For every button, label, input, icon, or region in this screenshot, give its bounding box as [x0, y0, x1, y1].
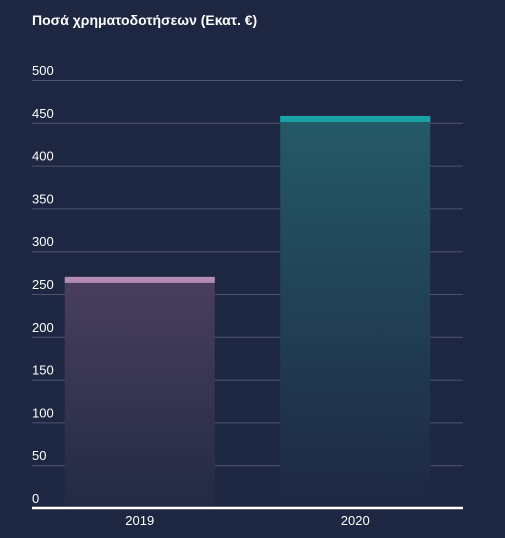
y-tick-label: 100: [32, 405, 54, 420]
y-tick-label: 250: [32, 277, 54, 292]
y-tick-label: 50: [32, 448, 46, 463]
y-tick-label: 300: [32, 234, 54, 249]
bar-cap-2020: [280, 115, 431, 122]
bar-2020: [280, 115, 431, 509]
chart-title: Ποσά χρηματοδοτήσεων (Εκατ. €): [32, 12, 258, 28]
y-tick-label: 400: [32, 149, 54, 164]
y-tick-label: 200: [32, 320, 54, 335]
bar-2019: [64, 276, 215, 508]
bar-cap-2019: [64, 276, 215, 283]
bars: [64, 115, 431, 509]
y-tick-label: 450: [32, 106, 54, 121]
y-tick-label: 150: [32, 363, 54, 378]
x-tick-label: 2020: [341, 513, 370, 528]
y-tick-label: 0: [32, 491, 39, 506]
y-tick-label: 350: [32, 191, 54, 206]
x-tick-label: 2019: [125, 513, 154, 528]
y-tick-label: 500: [32, 63, 54, 78]
axis-labels: 0 50 100 150 200 250 300 350 400 450 500 2019 2020: [32, 63, 370, 528]
